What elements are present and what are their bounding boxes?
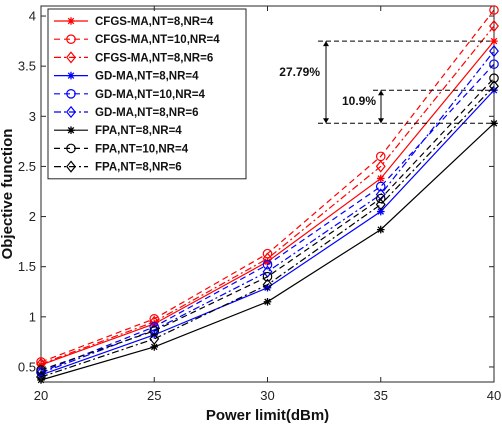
legend-entry: GD-MA,NT=8,NR=6 <box>54 105 199 119</box>
series-line <box>40 63 495 373</box>
data-point <box>490 86 498 95</box>
data-point <box>36 357 46 371</box>
data-point <box>489 44 499 58</box>
series-line <box>40 85 495 378</box>
y-tick-label: 0.5 <box>18 359 36 374</box>
legend-marker <box>66 89 76 99</box>
legend-entry: FPA,NT=8,NR=4 <box>54 125 182 137</box>
x-tick-label: 30 <box>260 388 274 403</box>
legend-marker <box>66 143 76 154</box>
y-tick-label: 2 <box>29 209 36 224</box>
legend-entry: CFGS-MA,NT=8,NR=6 <box>54 51 213 64</box>
data-point <box>262 252 273 265</box>
data-point <box>489 59 499 69</box>
data-point <box>36 365 46 375</box>
data-point <box>36 370 46 384</box>
data-point <box>376 225 385 234</box>
legend-entry: FPA,NT=8,NR=6 <box>54 160 182 174</box>
data-point <box>149 322 160 332</box>
data-point <box>263 297 272 306</box>
legend-marker <box>67 71 75 80</box>
legend-box <box>47 8 247 180</box>
data-point <box>489 19 499 33</box>
y-tick-label: 4 <box>29 9 36 24</box>
legend-marker <box>66 105 76 119</box>
data-point <box>489 5 499 15</box>
data-point <box>262 248 273 259</box>
data-point <box>376 207 385 216</box>
arrow-head <box>323 118 329 124</box>
y-tick-label: 3 <box>29 109 36 124</box>
data-point <box>262 271 273 282</box>
data-point <box>149 326 160 336</box>
x-tick-label: 40 <box>487 388 501 403</box>
legend-marker <box>66 160 76 173</box>
series-line <box>40 77 495 371</box>
axis-ticks: 20 25 30 35 40 0.5 1 1.5 2 2.5 3 3.5 4 <box>18 6 501 403</box>
data-point <box>375 181 386 192</box>
arrow-head <box>378 90 384 96</box>
series-1 <box>37 37 498 369</box>
legend-label: CFGS-MA,NT=8,NR=4 <box>95 16 214 28</box>
legend-entry: FPA,NT=10,NR=4 <box>54 143 189 155</box>
data-point <box>262 278 273 291</box>
data-point <box>149 332 160 346</box>
series-line <box>40 50 495 374</box>
data-point <box>490 37 498 45</box>
legend-marker <box>66 51 76 64</box>
y-axis-label: Objective function <box>0 129 16 260</box>
legend-label: GD-MA,NT=8,NR=4 <box>95 71 199 83</box>
legend-label: CFGS-MA,NT=8,NR=6 <box>95 52 213 64</box>
legend-label: GD-MA,NT=8,NR=6 <box>95 107 199 119</box>
legend-label: FPA,NT=8,NR=6 <box>95 162 182 174</box>
legend-label: GD-MA,NT=10,NR=4 <box>95 89 206 101</box>
data-point <box>375 160 386 173</box>
data-point <box>263 257 272 266</box>
legend-entry: CFGS-MA,NT=10,NR=4 <box>54 34 220 46</box>
annotation-27: 27.79% <box>279 40 490 124</box>
data-point <box>376 174 385 183</box>
x-tick-label: 25 <box>147 388 161 403</box>
legend-marker <box>67 126 75 134</box>
data-point <box>375 193 386 204</box>
y-tick-label: 2.5 <box>18 159 36 174</box>
annotation-label: 27.79% <box>279 65 320 79</box>
legend-marker <box>67 17 75 25</box>
x-tick-label: 35 <box>374 388 388 403</box>
legend-entry: GD-MA,NT=8,NR=4 <box>54 71 199 83</box>
series-line <box>40 25 495 365</box>
legend-entry: GD-MA,NT=10,NR=4 <box>54 89 206 101</box>
annotation-10: 10.9% <box>318 89 490 124</box>
annotation-group: 27.79% 10.9% <box>279 40 490 124</box>
series-8 <box>36 73 499 375</box>
arrow-head <box>323 41 329 47</box>
y-tick-label: 1.5 <box>18 259 36 274</box>
data-point <box>375 198 386 211</box>
data-point <box>489 80 499 93</box>
series-group <box>36 5 499 384</box>
data-point <box>37 361 45 369</box>
x-tick-label: 20 <box>34 388 48 403</box>
legend-label: FPA,NT=8,NR=4 <box>95 125 182 137</box>
x-axis-label: Power limit(dBm) <box>206 407 329 424</box>
legend-label: CFGS-MA,NT=10,NR=4 <box>95 34 220 46</box>
data-point <box>489 73 499 83</box>
legend-marker <box>66 34 76 44</box>
data-point <box>262 259 273 270</box>
y-tick-label: 3.5 <box>18 59 36 74</box>
legend-label: FPA,NT=10,NR=4 <box>95 143 189 155</box>
annotation-label: 10.9% <box>342 94 376 108</box>
arrow-head <box>378 118 384 124</box>
data-point <box>150 343 159 351</box>
series-3 <box>36 19 499 371</box>
series-9 <box>36 80 499 384</box>
data-point <box>490 119 498 128</box>
legend: CFGS-MA,NT=8,NR=4 CFGS-MA,NT=10,NR=4 CFGS-… <box>47 8 247 180</box>
legend-entry: CFGS-MA,NT=8,NR=4 <box>54 16 214 28</box>
y-tick-label: 1 <box>29 309 36 324</box>
data-point <box>263 283 272 292</box>
data-point <box>37 371 45 379</box>
